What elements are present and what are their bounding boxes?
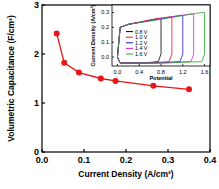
y-tick: [112, 57, 114, 58]
x-tick: [125, 149, 126, 152]
x-tick-label: 0.2: [120, 155, 133, 165]
x-tick: [161, 64, 162, 66]
x-tick: [117, 64, 118, 66]
y-tick-label: 0.3: [101, 9, 109, 15]
marker: [54, 30, 60, 36]
figure: 0.0 0.1 0.2 0.3 0.4 0 1 2 3 Current Density (A/cm…: [0, 0, 219, 189]
x-tick-label: 0.1: [78, 155, 91, 165]
y-tick-label: 1: [34, 98, 39, 108]
x-axis-title: Current Density (A/cm²): [78, 169, 174, 179]
marker: [76, 70, 82, 76]
x-tick: [167, 149, 168, 152]
series-line: [117, 12, 204, 63]
marker: [150, 83, 156, 89]
x-tick-label: 0.4: [135, 69, 143, 75]
y-tick: [42, 4, 45, 5]
y-tick-label: 0.0: [101, 54, 109, 60]
series-line: [117, 17, 171, 63]
legend-swatch: [126, 37, 133, 38]
marker: [186, 86, 192, 92]
plot-frame: [42, 5, 210, 152]
legend-swatch: [126, 42, 133, 43]
y-tick-label: 0.2: [101, 24, 109, 30]
data-group: [117, 12, 204, 63]
legend: 0.8 V1.0 V1.2 V1.4 V1.6 V: [126, 29, 148, 57]
marker: [61, 60, 67, 66]
x-tick: [83, 149, 84, 152]
series-line: [117, 18, 161, 63]
chart-0: 0.0 0.1 0.2 0.3 0.4 0 1 2 3 Current Density (A/cm…: [6, 0, 216, 179]
y-tick: [112, 42, 114, 43]
x-tick: [182, 64, 183, 66]
x-tick: [204, 64, 205, 66]
y-tick-label: 0: [34, 147, 39, 157]
legend-swatch: [126, 48, 133, 49]
x-tick-label: 0.8: [157, 69, 165, 75]
x-tick-label: 0.4: [204, 155, 217, 165]
y-tick-label: 2: [34, 49, 39, 59]
chart-1: 0.0 0.4 0.8 1.2 1.6 0.0 0.1 0.2 0.3 Potential Curr…: [90, 4, 210, 81]
x-axis-title: Potential: [149, 75, 173, 81]
y-tick: [42, 102, 45, 103]
marker: [98, 76, 104, 82]
y-tick: [42, 151, 45, 152]
x-tick-label: 1.2: [179, 69, 187, 75]
legend-swatch: [126, 31, 133, 32]
y-axis-title: Volumetric Capacitance (F/cm³): [6, 15, 16, 142]
y-tick: [42, 53, 45, 54]
series-line: [117, 14, 193, 63]
plot-frame: [112, 5, 210, 66]
y-tick: [112, 12, 114, 13]
x-tick-label: 0.0: [114, 69, 122, 75]
y-tick-label: 3: [34, 0, 39, 10]
legend-label: 1.6 V: [135, 51, 148, 57]
legend-swatch: [126, 54, 133, 55]
x-tick: [209, 149, 210, 152]
x-tick: [139, 64, 140, 66]
marker: [113, 78, 119, 84]
series-line: [117, 15, 182, 63]
y-tick: [112, 27, 114, 28]
y-tick-label: 0.1: [101, 39, 109, 45]
y-axis-title: Current Density (A/cm³): [90, 4, 96, 66]
x-tick-label: 1.6: [201, 69, 209, 75]
x-tick-label: 0.3: [162, 155, 175, 165]
